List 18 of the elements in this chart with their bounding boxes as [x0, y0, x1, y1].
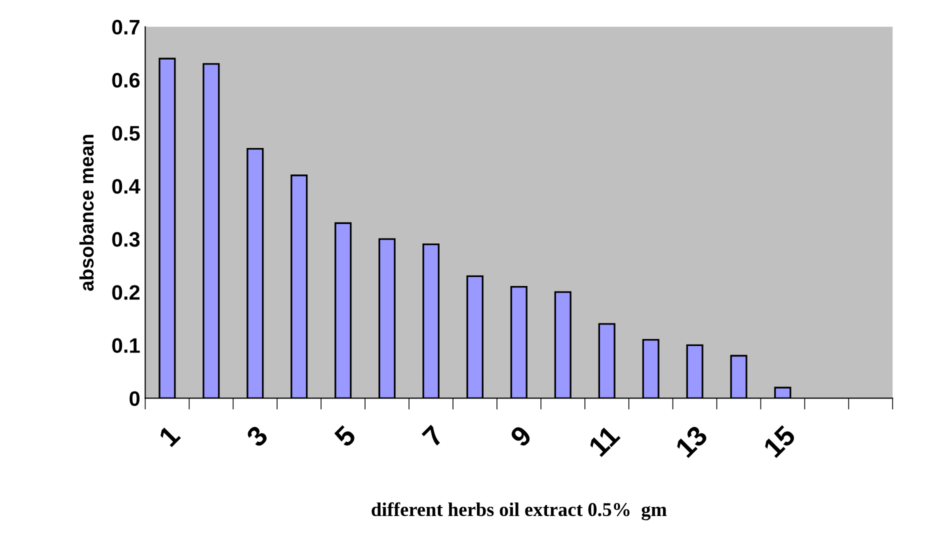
x-tick-label: 13 [674, 424, 709, 458]
x-tick-label: 15 [762, 424, 797, 458]
x-axis-title: different herbs oil extract 0.5% gm [372, 502, 667, 520]
y-tick-label: 0.7 [112, 20, 140, 35]
y-tick-label: 0.4 [112, 178, 140, 194]
y-axis-title: absobance mean [79, 134, 94, 291]
x-tick-label: 5 [333, 424, 357, 448]
x-tick-label: 1 [158, 424, 181, 448]
y-tick-label: 0.3 [112, 232, 140, 247]
x-tick-label: 11 [588, 424, 621, 457]
y-tick-label: 0 [130, 391, 140, 406]
y-tick-label: 0.6 [112, 72, 140, 88]
x-tick-label: 7 [422, 424, 444, 448]
y-tick-label: 0.1 [112, 338, 140, 353]
x-tick-label: 3 [245, 424, 269, 448]
x-tick-label: 9 [509, 424, 533, 448]
y-tick-label: 0.2 [112, 285, 140, 300]
y-tick-label: 0.5 [112, 126, 140, 141]
